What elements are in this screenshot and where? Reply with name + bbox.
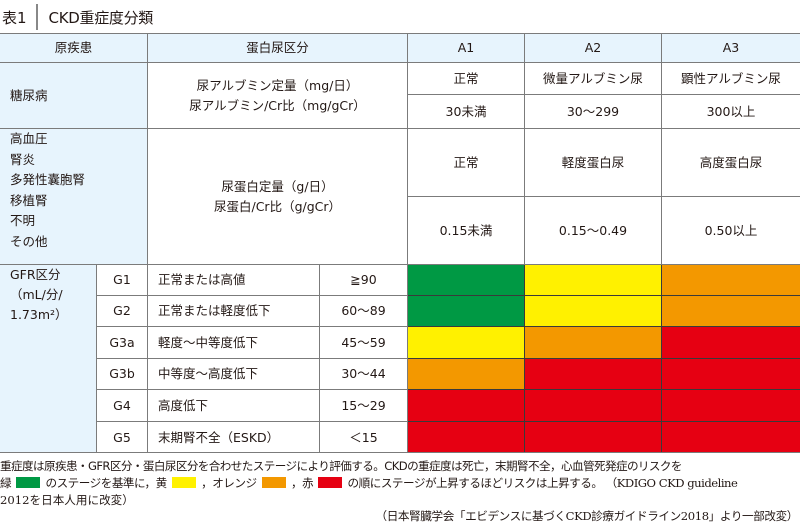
other-a2-label: 軽度蛋白尿 <box>525 129 662 197</box>
risk-cell-red <box>525 359 662 390</box>
risk-cell-green <box>408 265 525 296</box>
cause-unknown: 不明 <box>10 213 36 228</box>
legend-text-2: ，オレンジ <box>201 476 257 490</box>
legend-text-3: ，赤 <box>290 476 314 490</box>
gfr-desc: 軽度～中等度低下 <box>148 327 320 359</box>
diabetes-a2-label: 微量アルブミン尿 <box>525 63 662 95</box>
risk-cell-red <box>662 359 800 390</box>
risk-cell-green <box>408 296 525 327</box>
diabetes-measure: 尿アルブミン定量（mg/日） 尿アルブミン/Cr比（mg/gCr） <box>148 63 408 129</box>
other-a1-label: 正常 <box>408 129 525 197</box>
legend-yellow-swatch <box>171 477 196 488</box>
risk-cell-orange <box>662 296 800 327</box>
diabetes-a3-label: 顕性アルブミン尿 <box>662 63 800 95</box>
risk-cell-red <box>525 390 662 422</box>
gfr-stage: G3b <box>97 359 148 390</box>
gfr-desc: 高度低下 <box>148 390 320 422</box>
cause-other-list: 高血圧 腎炎 多発性囊胞腎 移植腎 不明 その他 <box>0 129 148 265</box>
table-number: 表1 <box>2 8 27 27</box>
gfr-value: 15～29 <box>320 390 408 422</box>
gfr-stage: G2 <box>97 296 148 327</box>
gfr-stage: G4 <box>97 390 148 422</box>
gfr-label-line1: GFR区分 <box>10 267 61 282</box>
gfr-desc: 正常または軽度低下 <box>148 296 320 327</box>
cause-diabetes: 糖尿病 <box>0 63 148 129</box>
legend-green-swatch <box>16 477 41 488</box>
header-a2: A2 <box>525 33 662 63</box>
cause-pkd: 多発性囊胞腎 <box>10 172 86 187</box>
risk-cell-red <box>408 390 525 422</box>
risk-cell-red <box>408 422 525 453</box>
title-divider <box>35 4 38 30</box>
source-citation: （日本腎臓学会「エビデンスに基づくCKD診療ガイドライン2018」より一部改変） <box>375 509 799 523</box>
gfr-desc: 中等度～高度低下 <box>148 359 320 390</box>
risk-cell-yellow <box>525 296 662 327</box>
legend-text-4: の順にステージが上昇するほどリスクは上昇する。 <box>347 476 603 490</box>
table-title: 表1 CKD重症度分類 <box>0 4 153 30</box>
gfr-label: GFR区分 （mL/分/ 1.73m²） <box>0 265 97 453</box>
risk-cell-orange <box>525 327 662 359</box>
cause-others: その他 <box>10 233 48 249</box>
table-footnote: 重症度は原疾患・GFR区分・蛋白尿区分を合わせたステージにより評価する。CKDの… <box>0 458 800 509</box>
header-a1: A1 <box>408 33 525 63</box>
risk-cell-yellow <box>408 327 525 359</box>
legend-text-1: のステージを基準に，黄 <box>45 476 167 490</box>
risk-cell-red <box>662 390 800 422</box>
other-a3-range: 0.50以上 <box>662 197 800 265</box>
other-a1-range: 0.15未満 <box>408 197 525 265</box>
legend-red-swatch <box>318 477 343 488</box>
footnote-line1: 重症度は原疾患・GFR区分・蛋白尿区分を合わせたステージにより評価する。CKDの… <box>0 459 683 473</box>
footnote-reference: （KDIGO CKD guideline <box>605 476 738 490</box>
cause-transplant: 移植腎 <box>10 192 48 208</box>
gfr-value: 45～59 <box>320 327 408 359</box>
gfr-stage: G5 <box>97 422 148 453</box>
legend-orange-swatch <box>261 477 286 488</box>
diabetes-a2-range: 30～299 <box>525 95 662 129</box>
gfr-value: ≧90 <box>320 265 408 296</box>
risk-cell-orange <box>408 359 525 390</box>
table-title-text: CKD重症度分類 <box>48 8 154 27</box>
risk-cell-yellow <box>525 265 662 296</box>
cause-hypertension: 高血圧 <box>10 131 48 146</box>
gfr-stage: G1 <box>97 265 148 296</box>
diabetes-measure-line2: 尿アルブミン/Cr比（mg/gCr） <box>189 97 366 113</box>
gfr-stage: G3a <box>97 327 148 359</box>
other-measure: 尿蛋白定量（g/日） 尿蛋白/Cr比（g/gCr） <box>148 129 408 265</box>
diabetes-a3-range: 300以上 <box>662 95 800 129</box>
gfr-value: 30～44 <box>320 359 408 390</box>
risk-cell-red <box>662 327 800 359</box>
gfr-value: ＜15 <box>320 422 408 453</box>
gfr-label-line2: （mL/分/ <box>10 287 63 302</box>
gfr-label-line3: 1.73m²） <box>10 307 68 322</box>
risk-cell-red <box>525 422 662 453</box>
cause-nephritis: 腎炎 <box>10 151 36 167</box>
diabetes-measure-line1: 尿アルブミン定量（mg/日） <box>196 77 359 93</box>
other-measure-line2: 尿蛋白/Cr比（g/gCr） <box>213 198 342 214</box>
header-proteinuria: 蛋白尿区分 <box>148 33 408 63</box>
header-cause: 原疾患 <box>0 33 148 63</box>
other-measure-line1: 尿蛋白定量（g/日） <box>221 178 334 194</box>
other-a3-label: 高度蛋白尿 <box>662 129 800 197</box>
diabetes-a1-range: 30未満 <box>408 95 525 129</box>
ckd-severity-table: 原疾患 蛋白尿区分 A1 A2 A3 糖尿病 尿アルブミン定量（mg/日） 尿ア… <box>0 33 800 453</box>
footnote-line3: 2012を日本人用に改変） <box>0 493 134 507</box>
risk-cell-red <box>662 422 800 453</box>
gfr-value: 60～89 <box>320 296 408 327</box>
gfr-desc: 正常または高値 <box>148 265 320 296</box>
risk-cell-orange <box>662 265 800 296</box>
diabetes-a1-label: 正常 <box>408 63 525 95</box>
other-a2-range: 0.15～0.49 <box>525 197 662 265</box>
gfr-desc: 末期腎不全（ESKD） <box>148 422 320 453</box>
legend-green-label: 緑 <box>0 476 12 490</box>
footnote-line2: 緑 のステージを基準に，黄 ，オレンジ ，赤 の順にステージが上昇するほどリスク… <box>0 475 800 492</box>
header-a3: A3 <box>662 33 800 63</box>
